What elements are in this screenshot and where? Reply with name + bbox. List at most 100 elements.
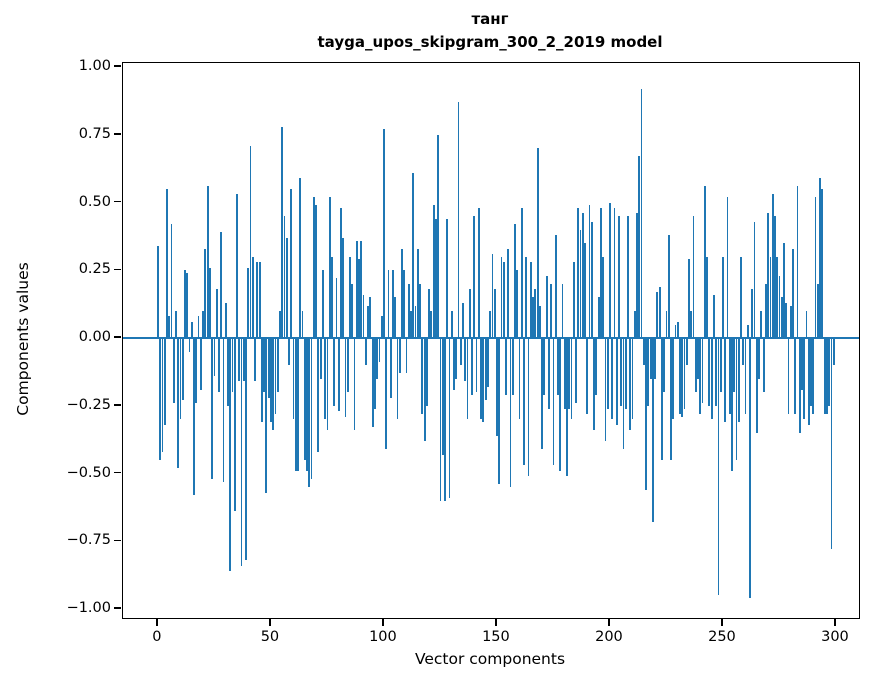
- bar: [285, 237, 288, 339]
- bar: [342, 237, 345, 339]
- plot-area: [122, 62, 860, 619]
- bar: [751, 289, 754, 339]
- bar: [450, 310, 453, 339]
- x-tick-mark: [156, 618, 158, 626]
- bar: [647, 338, 650, 406]
- bar: [665, 310, 668, 339]
- bar: [609, 202, 611, 339]
- bar: [520, 207, 523, 339]
- bar: [670, 338, 672, 460]
- bar: [712, 294, 715, 339]
- bar: [464, 338, 467, 382]
- x-tick-label: 100: [369, 629, 397, 645]
- bar: [509, 338, 512, 488]
- bar: [590, 221, 593, 339]
- bar: [581, 213, 584, 339]
- bar: [362, 294, 365, 339]
- bar: [717, 338, 720, 596]
- bar: [224, 302, 227, 339]
- bar: [769, 256, 772, 339]
- bar: [563, 338, 566, 409]
- bar: [783, 243, 785, 339]
- bar: [175, 310, 177, 339]
- y-axis-label: Components values: [14, 262, 32, 416]
- bar: [489, 310, 492, 339]
- bar: [577, 207, 580, 339]
- bar: [405, 338, 408, 374]
- bar: [181, 338, 184, 401]
- bar: [407, 283, 410, 339]
- bar: [251, 256, 254, 339]
- bar: [453, 338, 455, 390]
- bar: [260, 338, 263, 423]
- x-tick-mark: [269, 618, 271, 626]
- bar: [692, 216, 695, 339]
- bar: [484, 338, 487, 401]
- bar: [638, 156, 641, 339]
- bar: [679, 338, 681, 414]
- bar: [364, 338, 367, 366]
- bar: [828, 338, 831, 406]
- bar: [265, 338, 268, 493]
- bar: [459, 338, 462, 366]
- bar: [195, 338, 198, 404]
- bar: [202, 310, 204, 339]
- x-tick-label: 150: [482, 629, 510, 645]
- bar: [242, 338, 245, 382]
- bar: [529, 262, 532, 339]
- bar: [439, 338, 442, 501]
- bar: [527, 338, 530, 477]
- bar: [346, 338, 349, 393]
- bar: [667, 235, 670, 339]
- bar: [622, 338, 625, 450]
- bar: [455, 338, 458, 379]
- bar: [611, 338, 614, 420]
- bar: [215, 289, 218, 339]
- bar: [728, 338, 731, 414]
- bar: [523, 338, 525, 466]
- bar: [258, 262, 261, 339]
- bar: [629, 338, 632, 431]
- bar: [317, 338, 320, 452]
- bar: [414, 305, 417, 339]
- bar: [649, 338, 652, 379]
- bar: [281, 126, 284, 339]
- bar: [369, 297, 372, 339]
- bar: [801, 338, 803, 390]
- bar: [514, 224, 516, 339]
- bar: [283, 216, 286, 339]
- bar: [812, 338, 815, 414]
- bar: [656, 291, 659, 339]
- bar: [227, 338, 229, 406]
- bar: [683, 338, 686, 409]
- bar: [749, 338, 751, 599]
- bar: [552, 338, 555, 466]
- bar: [807, 338, 810, 425]
- bar: [349, 256, 351, 339]
- bar: [319, 338, 322, 379]
- bar: [179, 338, 182, 420]
- bar: [579, 229, 582, 339]
- bar: [306, 338, 308, 471]
- bar: [240, 338, 243, 566]
- bar: [505, 338, 507, 395]
- bar: [568, 338, 571, 409]
- bar: [722, 256, 724, 339]
- bar: [231, 338, 234, 393]
- bar: [410, 310, 412, 339]
- bar: [740, 256, 742, 339]
- bar: [312, 197, 315, 339]
- bar: [358, 259, 360, 339]
- x-tick-label: 50: [260, 629, 280, 645]
- bar: [337, 338, 340, 412]
- bar: [500, 256, 503, 339]
- bar: [172, 338, 175, 404]
- bar: [326, 338, 329, 431]
- bar: [792, 248, 794, 339]
- bar: [177, 338, 180, 469]
- bar: [572, 262, 575, 339]
- bar: [245, 338, 247, 561]
- y-tick-label: 0.50: [78, 193, 111, 210]
- bar: [398, 338, 401, 374]
- bar: [416, 248, 419, 339]
